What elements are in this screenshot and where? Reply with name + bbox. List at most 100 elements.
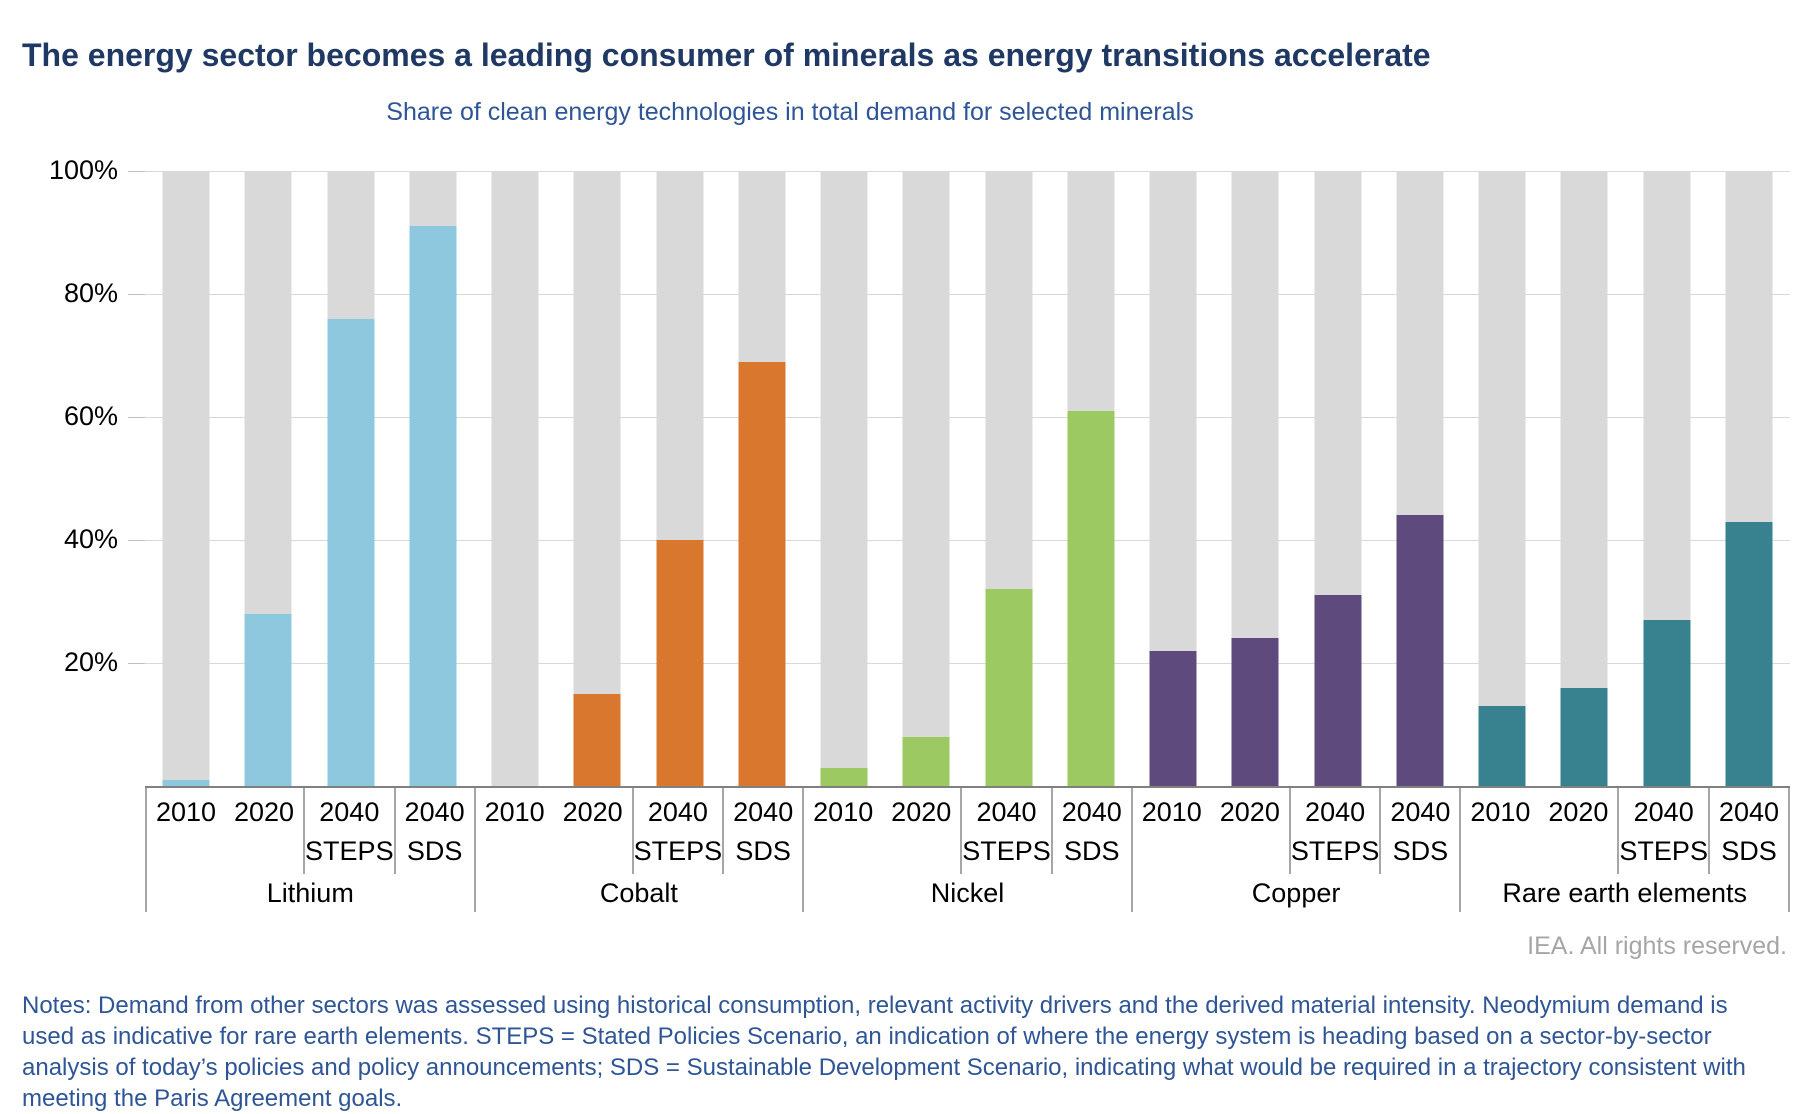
gridline-100 [145, 171, 1790, 172]
year-labels: 2010 2020 [804, 788, 960, 836]
year-label: 2040 [1390, 796, 1451, 827]
scenario-empty [804, 836, 960, 874]
year-label-row: 2040 [1291, 788, 1380, 836]
y-tick-label: 80% [63, 278, 118, 308]
year-label-row: 2040 [305, 788, 394, 836]
bar-lithium-2020 [244, 613, 292, 786]
bar-slot-nickel-2020 [885, 171, 967, 786]
scenario-label: STEPS [962, 836, 1051, 866]
bar-background-lithium-2010 [162, 171, 210, 786]
axis-cell-years: 2010 2020 [147, 788, 303, 874]
bar-slot-copper-2040-steps [1297, 171, 1379, 786]
year-label-row: 2040 [634, 788, 723, 836]
bar-cobalt-2040-sds [738, 361, 786, 786]
bar-slot-rare-earth-elements-2010 [1461, 171, 1543, 786]
gridline-80 [145, 294, 1790, 295]
axis-cell-sds: 2040 SDS [393, 788, 474, 874]
bar-copper-2040-sds [1396, 515, 1444, 786]
bar-rare-earth-elements-2010 [1478, 706, 1526, 786]
bar-slot-rare-earth-elements-2040-sds [1708, 171, 1790, 786]
year-labels: 2010 2020 [1133, 788, 1289, 836]
bar-slot-lithium-2040-sds [392, 171, 474, 786]
scenario-label: SDS [406, 836, 463, 866]
year-label: 2010 [813, 796, 874, 827]
bar-copper-2010 [1149, 650, 1197, 786]
bar-slot-lithium-2020 [227, 171, 309, 786]
scenario-label: STEPS [1290, 836, 1380, 866]
axis-cells-copper: 2010 2020 2040 STEPS 2040 SDS [1133, 788, 1460, 874]
axis-cell-sds: 2040 SDS [1379, 788, 1459, 874]
axis-cell-steps: 2040 STEPS [1288, 788, 1380, 874]
year-label: 2020 [233, 796, 295, 827]
bar-slot-lithium-2010 [145, 171, 227, 786]
year-label: 2020 [562, 796, 623, 827]
year-label: 2020 [1548, 796, 1609, 827]
axis-cell-years: 2010 2020 [1461, 788, 1617, 874]
year-label: 2040 [1061, 796, 1122, 827]
axis-tick-60 [128, 417, 145, 418]
scenario-label: STEPS [1619, 836, 1708, 866]
year-label: 2010 [155, 796, 217, 827]
year-label-row: 2040 [724, 788, 802, 836]
axis-cell-steps: 2040 STEPS [1617, 788, 1708, 874]
x-axis-labels: 2010 2020 2040 STEPS 2040 SDS Lithium 2010 2020 2… [145, 786, 1790, 912]
iea-attribution: IEA. All rights reserved. [1527, 932, 1787, 960]
axis-group-copper: 2010 2020 2040 STEPS 2040 SDS Copper [1130, 788, 1460, 912]
year-label: 2040 [1718, 796, 1779, 827]
year-labels: 2010 2020 [147, 788, 303, 836]
bar-copper-2020 [1231, 638, 1279, 786]
mineral-label-cobalt: Cobalt [599, 877, 678, 908]
year-labels: 2010 2020 [1461, 788, 1617, 836]
bar-lithium-2040-sds [409, 226, 457, 786]
axis-cell-sds: 2040 SDS [1707, 788, 1788, 874]
axis-cell-sds: 2040 SDS [722, 788, 802, 874]
mineral-label-rare-earth-elements: Rare earth elements [1502, 877, 1747, 908]
axis-tick-40 [128, 540, 145, 541]
bar-lithium-2010 [162, 779, 210, 786]
year-label: 2010 [484, 796, 545, 827]
bar-slot-nickel-2040-sds [1050, 171, 1132, 786]
axis-cell-steps: 2040 STEPS [960, 788, 1051, 874]
bar-background-rare-earth-elements-2010 [1478, 171, 1526, 786]
bar-slot-cobalt-2040-steps [639, 171, 721, 786]
axis-cells-cobalt: 2010 2020 2040 STEPS 2040 SDS [476, 788, 803, 874]
year-label: 2040 [1633, 796, 1694, 827]
axis-cell-years: 2010 2020 [476, 788, 632, 874]
year-label: 2040 [647, 796, 708, 827]
plot-area [128, 171, 1790, 786]
bar-nickel-2040-steps [985, 589, 1033, 786]
axis-group-nickel: 2010 2020 2040 STEPS 2040 SDS Nickel [802, 788, 1131, 912]
year-label: 2040 [733, 796, 794, 827]
scenario-label: SDS [1721, 836, 1777, 866]
year-label-row: 2040 [1710, 788, 1788, 836]
bar-rare-earth-elements-2040-sds [1725, 521, 1773, 786]
bar-slot-cobalt-2020 [556, 171, 638, 786]
y-tick-label: 20% [63, 647, 118, 677]
bar-group-lithium [145, 171, 474, 786]
y-tick-label: 60% [63, 401, 118, 431]
bar-nickel-2020 [902, 736, 950, 786]
bar-slot-copper-2040-sds [1379, 171, 1461, 786]
bar-groups [145, 171, 1790, 786]
bar-slot-nickel-2010 [803, 171, 885, 786]
bar-background-nickel-2010 [820, 171, 868, 786]
bar-group-copper [1132, 171, 1461, 786]
axis-tick-100 [128, 171, 145, 172]
year-label-row: 2040 [1619, 788, 1708, 836]
year-label-row: 2040 [396, 788, 474, 836]
bar-lithium-2040-steps [327, 318, 375, 786]
axis-cells-rare-earth-elements: 2010 2020 2040 STEPS 2040 SDS [1461, 788, 1788, 874]
bar-cobalt-2040-steps [656, 540, 704, 786]
y-tick-label: 40% [63, 524, 118, 554]
bar-copper-2040-steps [1314, 595, 1362, 786]
bar-slot-copper-2010 [1132, 171, 1214, 786]
bar-slot-lithium-2040-steps [310, 171, 392, 786]
bar-slot-rare-earth-elements-2040-steps [1626, 171, 1708, 786]
axis-cell-sds: 2040 SDS [1050, 788, 1131, 874]
year-label-row: 2040 [1381, 788, 1459, 836]
bar-rare-earth-elements-2040-steps [1643, 619, 1691, 786]
bar-nickel-2010 [820, 767, 868, 786]
mineral-label-copper: Copper [1251, 877, 1341, 908]
mineral-label-lithium: Lithium [266, 877, 354, 908]
